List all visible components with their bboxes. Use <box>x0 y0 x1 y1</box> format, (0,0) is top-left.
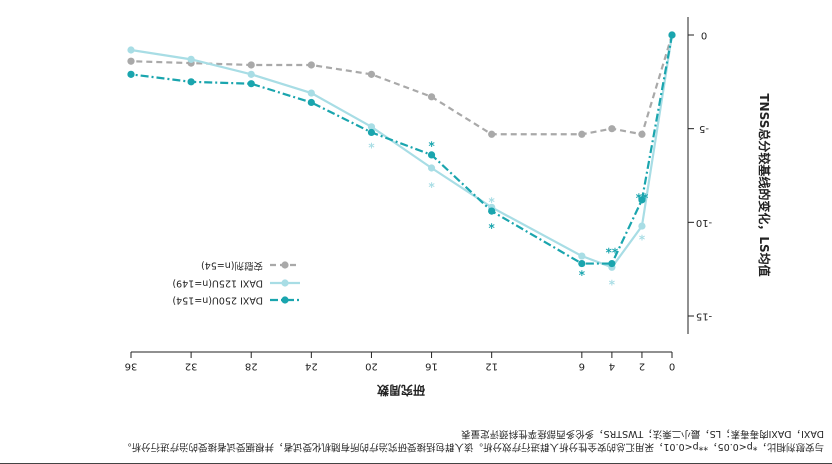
data-point-0 <box>307 61 315 69</box>
x-tick-label: 12 <box>485 361 498 372</box>
data-point-1 <box>247 70 255 78</box>
data-point-2 <box>247 80 255 88</box>
data-point-2 <box>668 31 676 39</box>
data-point-0 <box>367 70 376 78</box>
legend-swatch-marker-1 <box>281 279 289 287</box>
data-point-1 <box>307 89 315 97</box>
series-line-2 <box>130 34 674 265</box>
y-tick-label: -5 <box>699 123 709 134</box>
data-point-0 <box>127 57 135 65</box>
x-tick-label: 0 <box>669 361 675 372</box>
significance-mark: * <box>578 264 585 278</box>
significance-mark: ** <box>635 187 648 201</box>
data-point-2 <box>608 259 616 268</box>
x-tick-label: 24 <box>305 361 318 372</box>
legend-label-2: DAXI 250U(n=154) <box>172 295 263 306</box>
data-point-1 <box>638 222 646 230</box>
data-point-1 <box>427 164 436 172</box>
x-axis-title: 研究周数 <box>376 383 425 398</box>
x-tick-label: 2 <box>639 361 645 372</box>
data-point-2 <box>367 128 376 137</box>
data-point-0 <box>578 130 586 138</box>
series-line-1 <box>130 34 674 269</box>
significance-layer: ************ <box>368 135 649 288</box>
data-point-1 <box>187 55 195 63</box>
data-point-0 <box>608 125 616 133</box>
series-line-0 <box>130 34 674 136</box>
legend-label-1: DAXI 125U(n=149) <box>172 278 263 289</box>
significance-mark: * <box>428 176 435 190</box>
data-point-1 <box>367 123 376 131</box>
x-tick-label: 32 <box>185 361 198 372</box>
significance-mark: * <box>368 137 375 151</box>
y-axis-title: TNSS总分较基线的变化，LS均值 <box>757 93 772 276</box>
data-point-2 <box>307 98 315 107</box>
data-point-0 <box>638 130 646 138</box>
axis-labels: 研究周数 TNSS总分较基线的变化，LS均值 <box>376 93 772 398</box>
data-point-2 <box>578 259 586 268</box>
legend-swatch-marker-2 <box>281 296 289 304</box>
significance-mark: * <box>428 135 435 149</box>
significance-mark: * <box>608 273 615 287</box>
data-point-2 <box>187 78 195 86</box>
x-tick-label: 36 <box>125 361 138 372</box>
x-tick-label: 4 <box>609 361 615 372</box>
legend-swatch-marker-0 <box>281 261 289 269</box>
data-point-0 <box>488 130 496 138</box>
data-point-0 <box>247 61 255 69</box>
data-point-0 <box>427 93 436 101</box>
footnote: 与安慰剂相比，*p<0.05，**p<0.01，采用汇总的安全性分析人群进行疗效… <box>0 413 832 464</box>
footnote-line-2: DAXI，DAXI肉毒毒素；LS，最小二乘法；TWSTRS，多伦多西部痉挛性斜颈… <box>461 428 824 439</box>
y-tick-label: 0 <box>701 30 707 41</box>
y-tick-label: -15 <box>696 311 712 322</box>
x-tick-label: 28 <box>245 361 258 372</box>
data-point-2 <box>127 70 135 78</box>
significance-mark: * <box>488 191 495 205</box>
footnote-line-1: 与安慰剂相比，*p<0.05，**p<0.01，采用汇总的安全性分析人群进行疗效… <box>121 441 824 452</box>
legend: 安慰剂(n=54) DAXI 125U(n=149) DAXI 250U(n=154… <box>172 260 300 306</box>
data-point-1 <box>127 46 135 54</box>
x-tick-label: 20 <box>365 361 378 372</box>
significance-mark: * <box>638 228 645 242</box>
significance-mark: * <box>488 217 495 231</box>
data-point-2 <box>427 151 436 159</box>
data-point-1 <box>578 252 586 260</box>
x-tick-label: 16 <box>425 361 438 372</box>
y-tick-label: -10 <box>696 217 712 228</box>
legend-label-0: 安慰剂(n=54) <box>201 260 263 272</box>
data-point-2 <box>638 196 646 204</box>
x-tick-label: 6 <box>579 361 585 372</box>
significance-mark: ** <box>605 242 618 256</box>
series-layer <box>127 31 676 271</box>
data-point-2 <box>488 207 496 215</box>
